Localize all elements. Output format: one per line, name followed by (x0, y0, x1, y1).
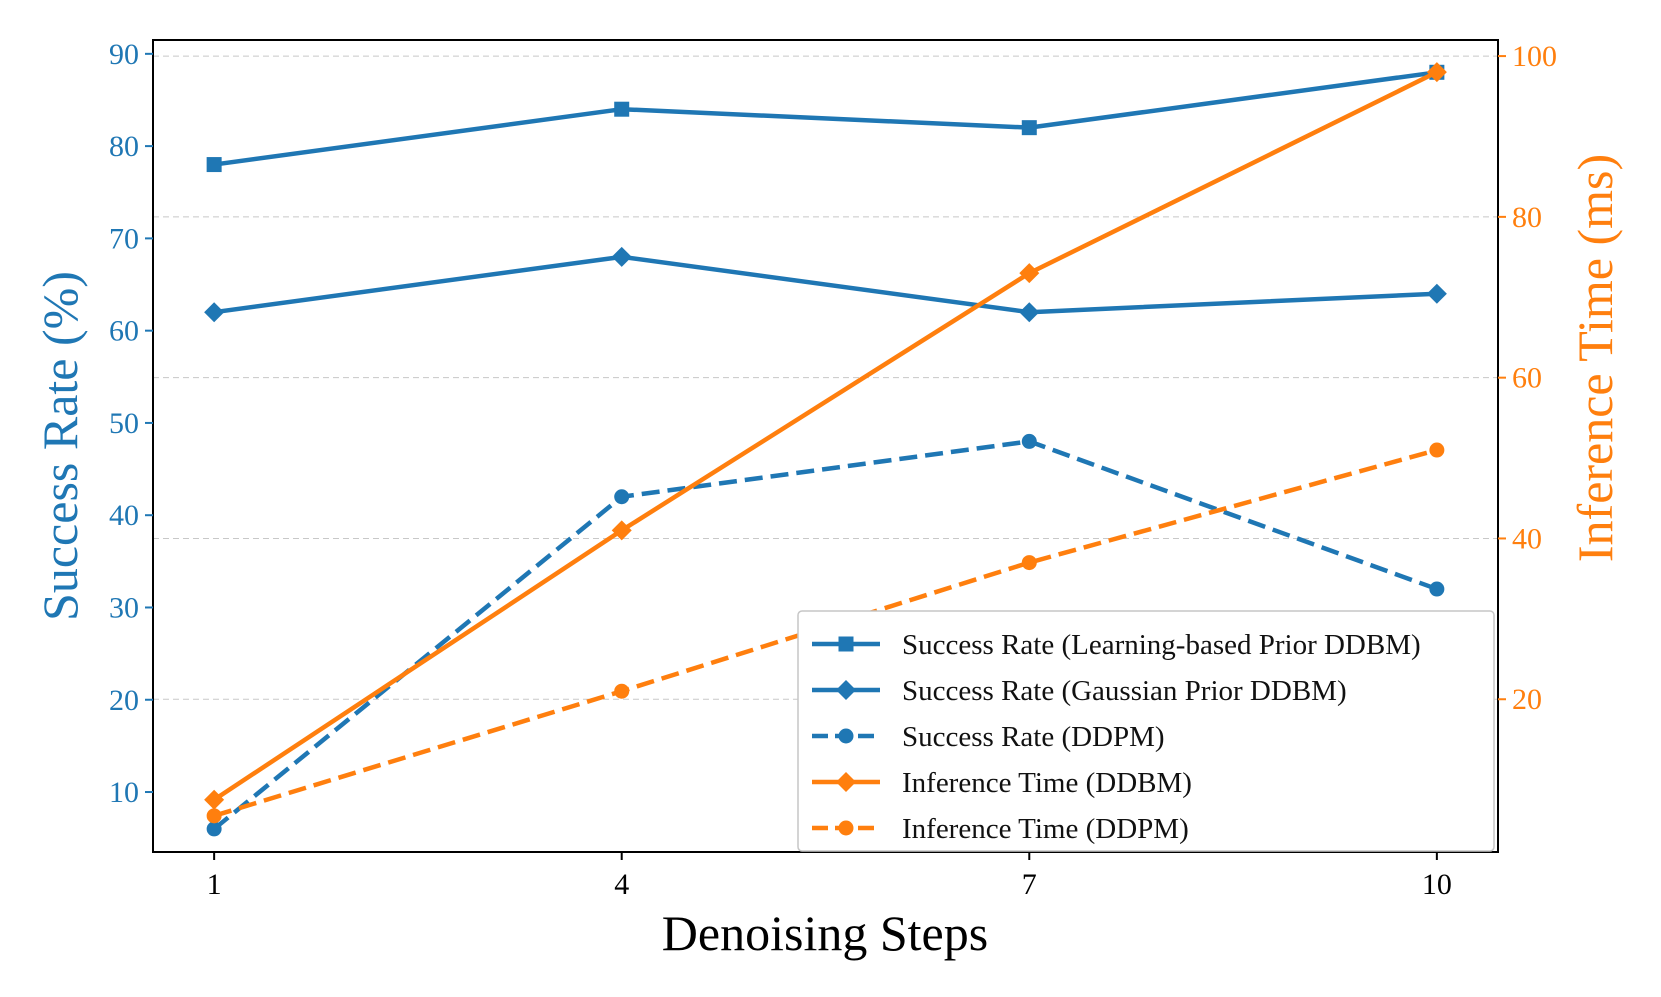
y-tick-label: 90 (109, 38, 139, 71)
grid-layer (153, 55, 1498, 700)
legend-marker (836, 772, 856, 792)
data-point (206, 157, 222, 173)
series-1 (206, 64, 1445, 173)
data-point (614, 683, 630, 699)
x-tick-label: 1 (207, 868, 222, 901)
y-tick-label: 60 (109, 315, 139, 348)
data-point (1021, 433, 1037, 449)
legend-marker (836, 680, 856, 700)
data-point (614, 101, 630, 117)
axis-layer: 10 20 30 40 50 60 70 80 90 20 40 60 80 100 1 4 7 10 (109, 38, 1557, 901)
legend-box (797, 610, 1495, 852)
y-tick-label: 80 (109, 130, 139, 163)
y2-tick-label: 40 (1512, 522, 1542, 555)
series-line (213, 70, 1438, 167)
data-point (1426, 62, 1447, 83)
data-point (206, 821, 222, 837)
x-tick-label: 7 (1022, 868, 1037, 901)
y-tick-label: 30 (109, 591, 139, 624)
series-line (213, 254, 1437, 315)
x-tick-label: 10 (1422, 868, 1452, 901)
y-axis-label: Success Rate (%) (32, 271, 88, 621)
legend-marker (838, 636, 854, 652)
data-point (611, 246, 632, 267)
data-point (614, 489, 630, 505)
legend-entry: Inference Time (DDBM) (812, 767, 1192, 799)
y-tick-label: 40 (109, 499, 139, 532)
y2-tick-label: 20 (1512, 683, 1542, 716)
series-line (212, 70, 1438, 802)
data-point (204, 789, 225, 810)
plot-frame (152, 39, 1499, 853)
data-point (1426, 283, 1447, 304)
data-point (1021, 555, 1037, 571)
legend-entry: Success Rate (Gaussian Prior DDBM) (812, 675, 1347, 707)
legend-label: Inference Time (DDPM) (902, 813, 1189, 845)
data-point (206, 808, 222, 824)
y2-tick-label: 60 (1512, 362, 1542, 395)
series-4 (204, 62, 1447, 810)
data-point (611, 520, 632, 541)
legend-marker (838, 728, 854, 744)
y2-tick-label: 80 (1512, 201, 1542, 234)
data-point (1019, 302, 1040, 323)
data-point (204, 302, 225, 323)
y-tick-label: 70 (109, 222, 139, 255)
legend-label: Success Rate (DDPM) (902, 721, 1165, 753)
legend-label: Success Rate (Gaussian Prior DDBM) (902, 675, 1347, 707)
data-point (1019, 263, 1040, 284)
legend-label: Inference Time (DDBM) (902, 767, 1192, 799)
legend-entry: Success Rate (Learning-based Prior DDBM) (812, 629, 1421, 661)
legend-marker (838, 820, 854, 836)
y2-tick-label: 100 (1512, 40, 1557, 73)
x-axis-label: Denoising Steps (662, 905, 988, 961)
legend-entry: Inference Time (DDPM) (812, 813, 1189, 845)
y-tick-label: 50 (109, 407, 139, 440)
data-point (1429, 442, 1445, 458)
legend-label: Success Rate (Learning-based Prior DDBM) (902, 629, 1421, 661)
legend-entry: Success Rate (DDPM) (812, 721, 1165, 753)
y-tick-label: 20 (109, 684, 139, 717)
x-tick-label: 4 (614, 868, 629, 901)
series-2 (204, 246, 1447, 323)
y2-axis-label: Inference Time (ms) (1567, 154, 1623, 562)
data-point (1021, 120, 1037, 136)
legend: Success Rate (Learning-based Prior DDBM)… (797, 610, 1495, 852)
y-tick-label: 10 (109, 776, 139, 809)
data-point (1429, 581, 1445, 597)
